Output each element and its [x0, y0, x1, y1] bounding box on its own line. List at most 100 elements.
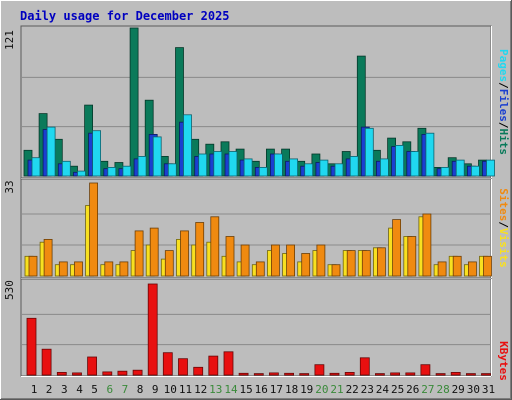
x-label-day-2: 2	[46, 383, 53, 396]
panel-visits-sites: 33 Sites/Visits	[3, 178, 510, 279]
bar-visits-day-26	[407, 236, 417, 277]
y-max-label-visits: 33	[3, 180, 16, 193]
bar-visits-day-25	[392, 219, 402, 277]
bar-visits-day-3	[58, 261, 68, 277]
x-label-day-13: 13	[209, 383, 222, 396]
bar-pages-day-24	[379, 158, 389, 177]
bar-kbytes-day-5	[87, 356, 97, 376]
x-label-day-20: 20	[315, 383, 328, 396]
x-label-day-30: 30	[467, 383, 480, 396]
bar-pages-day-28	[440, 166, 450, 177]
bar-kbytes-day-21	[329, 372, 340, 376]
bar-pages-day-17	[273, 153, 283, 177]
bar-visits-day-28	[437, 261, 447, 277]
bar-pages-day-4	[77, 170, 86, 177]
bars-hits-files-pages	[22, 27, 495, 177]
y-max-label-kbytes: 530	[3, 280, 16, 300]
bar-kbytes-day-24	[374, 373, 385, 376]
bar-visits-day-16	[255, 261, 265, 277]
x-label-day-12: 12	[194, 383, 207, 396]
x-label-day-28: 28	[436, 383, 449, 396]
bar-kbytes-day-9	[147, 283, 158, 376]
x-label-day-23: 23	[361, 383, 374, 396]
bar-visits-day-2	[43, 238, 53, 277]
axis-label-pages: Pages	[497, 49, 510, 82]
x-label-day-10: 10	[164, 383, 177, 396]
bar-kbytes-day-27	[420, 364, 431, 376]
bar-kbytes-day-17	[268, 372, 279, 376]
bar-pages-day-31	[486, 159, 495, 177]
axis-label-visits: Sites/Visits	[497, 188, 510, 268]
bar-visits-day-6	[104, 261, 114, 277]
x-label-day-3: 3	[61, 383, 68, 396]
y-max-label-hits: 121	[3, 30, 16, 50]
bar-kbytes-day-12	[193, 366, 204, 376]
bar-pages-day-6	[107, 166, 117, 177]
bar-kbytes-day-28	[435, 373, 446, 376]
bar-pages-day-9	[152, 136, 162, 177]
bar-kbytes-day-13	[208, 355, 219, 376]
x-label-day-24: 24	[376, 383, 390, 396]
bar-visits-day-13	[210, 216, 220, 277]
bar-visits-day-17	[270, 244, 280, 277]
bar-visits-day-15	[240, 244, 250, 277]
bar-visits-day-10	[164, 250, 174, 277]
bar-visits-day-27	[422, 213, 432, 277]
bar-pages-day-19	[304, 163, 314, 177]
bar-pages-day-21	[334, 163, 344, 177]
bar-kbytes-day-18	[284, 372, 295, 376]
axis-label-kbytes: KBytes	[497, 341, 510, 381]
bar-pages-day-2	[46, 126, 56, 177]
axis-label-sep-3: /	[497, 221, 510, 228]
bar-kbytes-day-7	[117, 370, 128, 376]
bars-kbytes	[22, 283, 491, 376]
bar-pages-day-18	[289, 158, 299, 177]
x-label-day-22: 22	[346, 383, 359, 396]
x-label-day-17: 17	[270, 383, 283, 396]
bar-kbytes-day-29	[450, 371, 461, 376]
bar-visits-day-22	[346, 250, 356, 277]
x-label-day-15: 15	[239, 383, 252, 396]
bar-pages-day-1	[31, 157, 41, 177]
bar-hits-day-8	[129, 27, 139, 177]
x-label-day-1: 1	[31, 383, 38, 396]
bar-kbytes-day-1	[26, 317, 37, 376]
x-label-day-29: 29	[452, 383, 465, 396]
x-label-day-27: 27	[421, 383, 434, 396]
x-label-day-21: 21	[330, 383, 343, 396]
bar-visits-day-11	[180, 230, 189, 277]
bar-pages-day-22	[349, 155, 359, 177]
bar-visits-day-31	[483, 255, 492, 277]
bar-kbytes-day-25	[390, 372, 401, 376]
bar-kbytes-day-19	[299, 373, 310, 376]
bar-pages-day-11	[183, 114, 192, 177]
x-label-day-5: 5	[91, 383, 98, 396]
bar-pages-day-15	[243, 158, 253, 177]
bar-pages-day-23	[364, 127, 374, 177]
bar-kbytes-day-20	[314, 364, 325, 376]
bars-visits-sites	[22, 182, 492, 277]
x-label-day-8: 8	[137, 383, 144, 396]
x-label-day-11: 11	[179, 383, 192, 396]
bar-kbytes-day-31	[481, 373, 491, 376]
bar-pages-day-26	[410, 151, 420, 177]
bar-pages-day-20	[319, 159, 329, 177]
axis-label-visits-text: Visits	[497, 228, 510, 268]
bar-pages-day-16	[258, 166, 268, 177]
bar-visits-day-21	[331, 264, 341, 277]
bar-kbytes-day-14	[223, 351, 234, 376]
x-label-day-14: 14	[224, 383, 238, 396]
bar-kbytes-day-6	[102, 371, 113, 376]
x-label-day-9: 9	[152, 383, 159, 396]
x-label-day-19: 19	[300, 383, 313, 396]
axis-label-files: Files	[497, 89, 510, 122]
bar-kbytes-day-10	[162, 352, 173, 376]
bar-kbytes-day-16	[253, 373, 264, 376]
x-label-day-25: 25	[391, 383, 404, 396]
x-label-day-18: 18	[285, 383, 298, 396]
axis-label-sep-1: /	[497, 82, 510, 89]
axis-label-hits-text: Hits	[497, 129, 510, 156]
bar-kbytes-day-22	[344, 371, 355, 376]
bar-visits-day-14	[225, 236, 235, 277]
